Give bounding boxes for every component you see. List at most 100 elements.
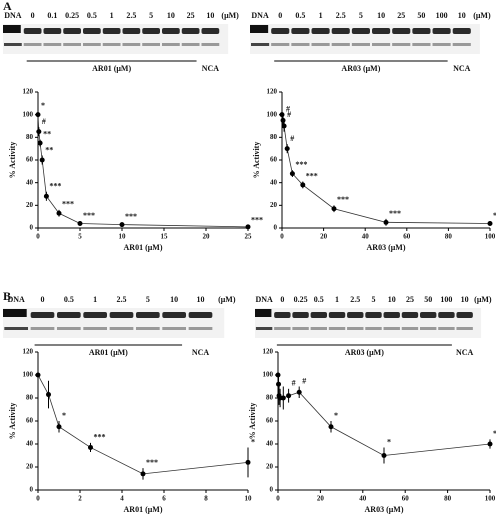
gel-band xyxy=(438,312,455,318)
y-tick-label: 20 xyxy=(26,201,34,209)
gel-band xyxy=(63,28,82,34)
gel-band xyxy=(82,28,101,34)
x-tick-label: 20 xyxy=(203,233,211,241)
y-axis-label: % Activity xyxy=(248,403,257,440)
gel-band xyxy=(56,312,81,318)
significance-label: *** xyxy=(49,182,61,191)
y-tick-label: 0 xyxy=(30,486,34,494)
gel-band xyxy=(311,28,330,34)
lane-label: 5 xyxy=(372,295,376,304)
trend-line xyxy=(281,114,491,224)
significance-label: * xyxy=(62,411,66,420)
gel-band xyxy=(30,327,55,330)
data-point xyxy=(286,393,292,399)
lane-label: 0 xyxy=(280,295,284,304)
gel-band xyxy=(161,28,180,34)
lane-label: 1 xyxy=(110,11,114,20)
x-tick-label: 10 xyxy=(245,495,253,503)
gel-band xyxy=(412,28,431,34)
y-tick-label: 120 xyxy=(23,348,34,356)
x-axis-label: AR01 (μM) xyxy=(124,505,163,514)
unit-label: (μM) xyxy=(221,11,239,20)
gel-band xyxy=(347,312,364,318)
data-point xyxy=(383,219,389,225)
y-tick-label: 60 xyxy=(26,156,34,164)
data-point xyxy=(245,459,251,465)
trend-line xyxy=(277,374,491,456)
y-tick-label: 80 xyxy=(266,394,274,402)
significance-label: * xyxy=(41,101,45,110)
lane-label: 0.25 xyxy=(294,295,308,304)
y-tick-label: 0 xyxy=(30,224,34,232)
x-tick-label: 6 xyxy=(162,495,166,503)
gel-band xyxy=(292,327,309,330)
data-point xyxy=(300,182,306,188)
x-axis-label: AR03 (μM) xyxy=(365,505,404,514)
data-point xyxy=(140,471,146,477)
lane-label: 5 xyxy=(146,295,150,304)
data-point xyxy=(56,424,62,430)
lane-label: 0 xyxy=(278,11,282,20)
x-tick-label: 100 xyxy=(485,233,496,241)
significance-label: ** xyxy=(43,129,51,138)
lane-label: 0 xyxy=(41,295,45,304)
gel-band xyxy=(351,28,370,34)
significance-label: # xyxy=(42,117,46,126)
x-tick-label: 4 xyxy=(120,495,124,503)
gel-band xyxy=(250,25,269,33)
significance-label: * xyxy=(251,437,255,446)
gel-band xyxy=(310,312,328,318)
gel-band xyxy=(63,43,82,46)
y-tick-label: 100 xyxy=(23,371,34,379)
gel-band xyxy=(56,327,81,330)
gel-band xyxy=(30,312,55,318)
gel-band xyxy=(365,327,382,330)
gel-band xyxy=(162,327,187,330)
gel-band xyxy=(291,43,310,46)
gel-band xyxy=(274,312,291,318)
gel-band xyxy=(456,312,473,318)
lane-label: 25 xyxy=(397,11,405,20)
significance-label: * xyxy=(334,411,338,420)
gel-band xyxy=(392,28,411,34)
lane-label: 25 xyxy=(187,11,195,20)
control-label: NCA xyxy=(202,64,220,73)
gel-band xyxy=(365,312,382,318)
data-point xyxy=(296,389,302,395)
significance-label: # xyxy=(287,110,291,119)
data-point xyxy=(276,381,282,387)
data-point xyxy=(36,129,42,135)
data-point xyxy=(328,424,334,430)
x-tick-label: 80 xyxy=(444,495,452,503)
data-point xyxy=(275,372,281,378)
x-tick-label: 0 xyxy=(36,495,40,503)
data-point xyxy=(88,444,93,450)
y-tick-label: 100 xyxy=(263,371,274,379)
gel-band xyxy=(351,43,370,46)
lane-label: 100 xyxy=(436,11,448,20)
y-tick-label: 80 xyxy=(26,394,34,402)
lane-label: 2.5 xyxy=(350,295,360,304)
gel-band xyxy=(438,327,455,330)
gel-band xyxy=(291,28,310,34)
gel-band xyxy=(452,28,471,34)
gel-band xyxy=(188,327,213,330)
lane-label: 10 xyxy=(167,11,175,20)
y-tick-label: 0 xyxy=(274,224,278,232)
significance-label: *** xyxy=(337,195,349,204)
significance-label: *** xyxy=(83,211,95,220)
control-label: NCA xyxy=(192,348,210,357)
significance-label: * xyxy=(493,429,496,438)
significance-label: * xyxy=(387,437,391,446)
panel-label: B xyxy=(3,289,11,303)
significance-label: *** xyxy=(251,216,263,225)
gel-band xyxy=(412,43,431,46)
y-tick-label: 120 xyxy=(263,348,274,356)
lane-label: 1 xyxy=(319,11,323,20)
significance-label: # xyxy=(302,376,306,385)
significance-label: *** xyxy=(146,458,158,467)
gel-band xyxy=(135,312,160,318)
unit-label: (μM) xyxy=(473,11,491,20)
x-tick-label: 40 xyxy=(362,233,370,241)
y-tick-label: 20 xyxy=(270,201,278,209)
